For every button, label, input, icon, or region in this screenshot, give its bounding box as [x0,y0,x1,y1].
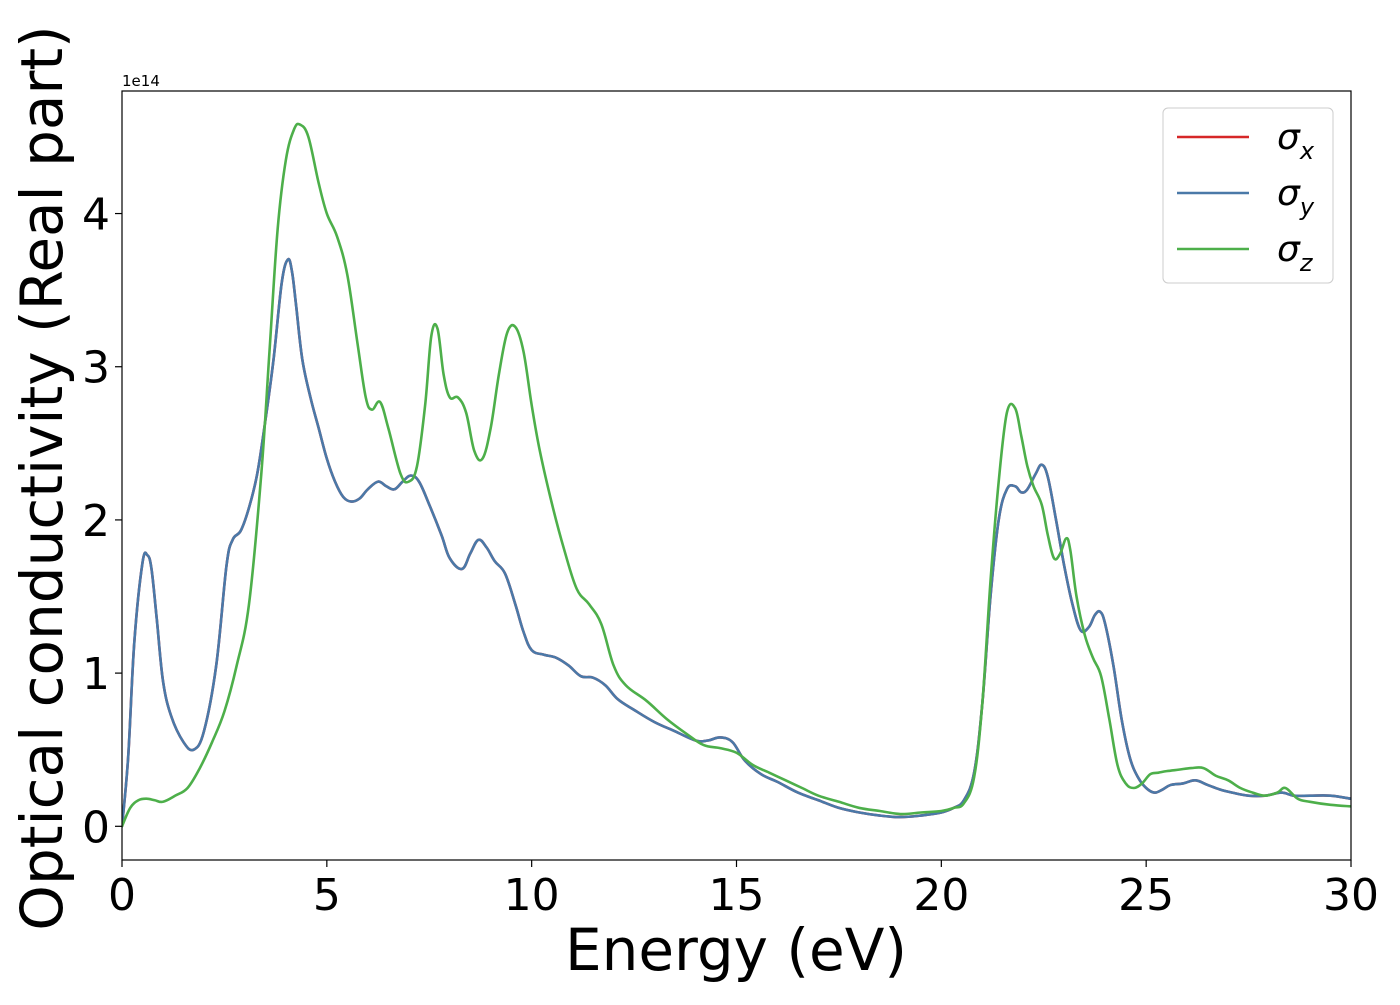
x-tick-label: 30 [1323,870,1379,921]
y-tick-label: 1 [82,649,110,700]
y-axis-offset-text: 1e14 [122,72,160,90]
y-axis-label: Optical conductivity (Real part) [8,25,76,930]
x-tick-label: 15 [709,870,765,921]
axes: 0 5 10 15 20 25 30 0 1 2 3 4 [82,90,1379,921]
x-axis-label: Energy (eV) [565,916,907,984]
plot-area [122,122,1351,828]
series-line-z [122,122,1351,828]
x-tick-label: 0 [108,870,136,921]
series-line-y [122,257,1351,828]
x-tick-label: 20 [913,870,969,921]
y-tick-label: 3 [82,343,110,394]
legend-box [1162,107,1334,284]
y-tick-label: 0 [82,802,110,853]
x-tick-label: 25 [1118,870,1174,921]
y-tick-label: 4 [82,190,110,241]
y-tick-label: 2 [82,496,110,547]
x-tick-label: 5 [313,870,341,921]
x-tick-label: 10 [504,870,560,921]
legend-label-x: σx [1277,117,1315,165]
